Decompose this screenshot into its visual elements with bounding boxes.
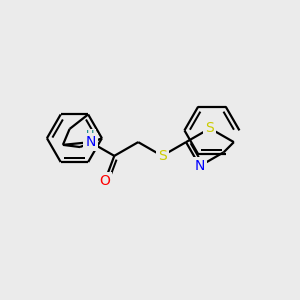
Text: O: O: [99, 174, 110, 188]
Text: S: S: [206, 122, 214, 135]
Text: H: H: [86, 130, 94, 140]
Text: N: N: [195, 159, 205, 173]
Text: N: N: [85, 135, 96, 149]
Text: S: S: [158, 149, 167, 163]
